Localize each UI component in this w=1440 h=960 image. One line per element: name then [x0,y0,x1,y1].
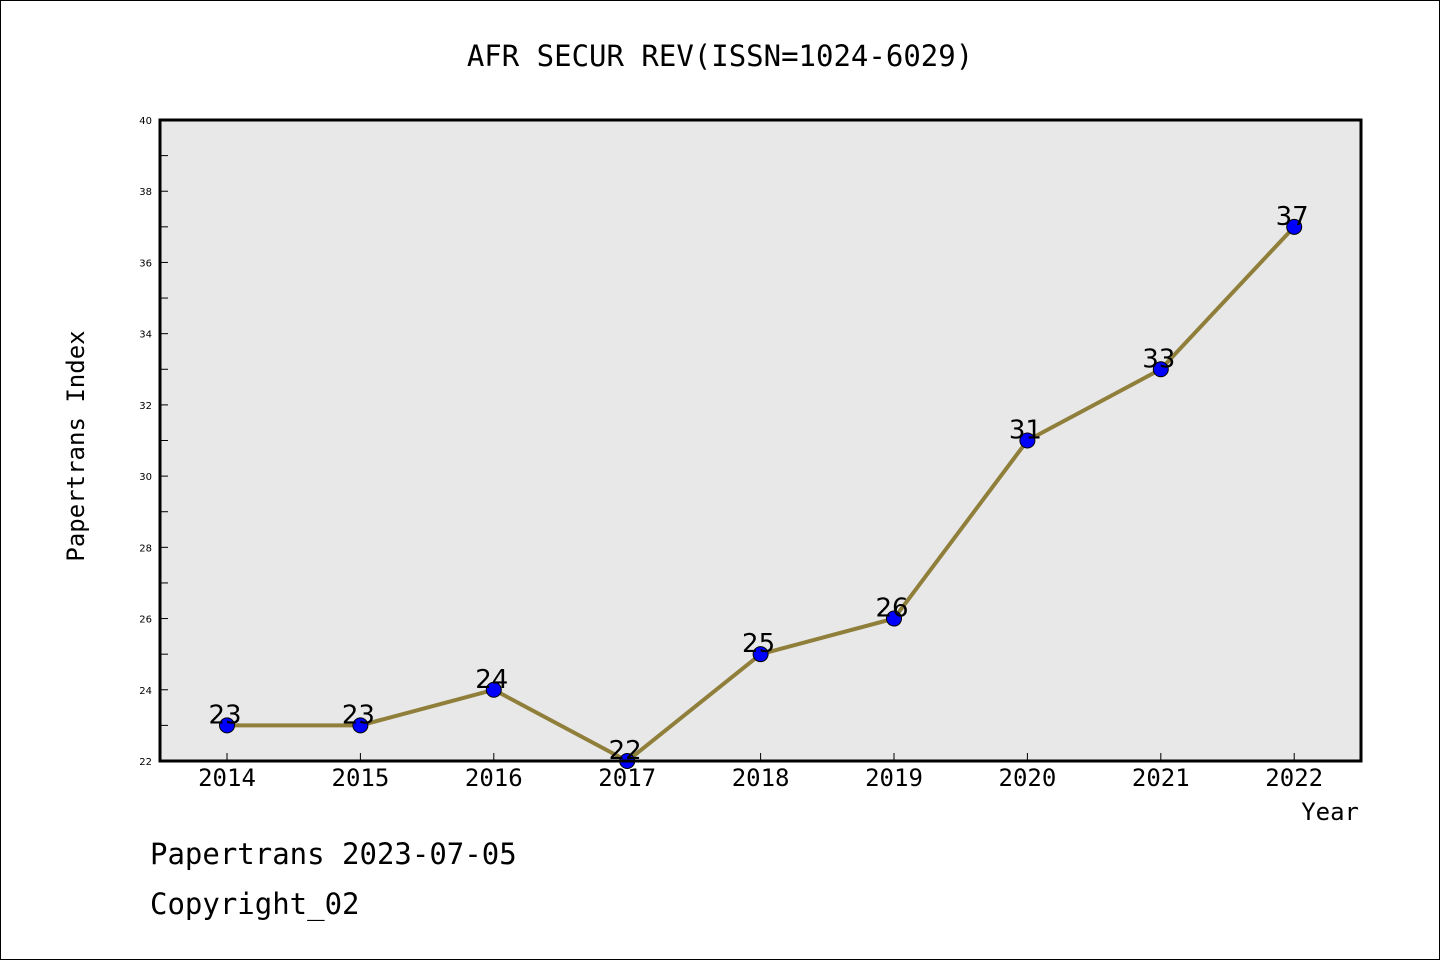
x-tick-label: 2022 [1265,764,1323,792]
y-axis-label: Papertrans Index [62,330,90,561]
data-label: 31 [1009,416,1042,446]
data-label: 25 [742,629,775,659]
data-point [1286,218,1303,235]
data-point [485,681,502,698]
footer-copyright: Copyright_02 [150,887,360,922]
data-point [752,646,769,663]
x-tick-label: 2020 [999,764,1057,792]
y-tick-label: 32 [139,401,152,412]
data-label: 37 [1276,202,1309,232]
data-label: 33 [1142,344,1175,374]
data-label: 23 [342,700,375,730]
y-tick-label: 24 [139,686,152,697]
x-tick-label: 2021 [1132,764,1190,792]
y-tick-label: 40 [139,116,152,127]
x-tick-label: 2016 [465,764,523,792]
x-tick-label: 2019 [865,764,923,792]
data-point [1152,361,1169,378]
x-axis-label: Year [1301,798,1359,826]
y-tick-label: 28 [139,543,152,554]
data-point [219,717,235,734]
data-label: 24 [475,665,508,695]
data-point [352,717,369,734]
chart-title: AFR SECUR REV(ISSN=1024-6029) [467,39,973,73]
y-tick-label: 36 [139,258,152,269]
data-label: 26 [875,594,908,624]
data-point [1019,432,1036,449]
footer-date: Papertrans 2023-07-05 [150,837,517,871]
y-tick-label: 30 [139,472,152,483]
x-tick-label: 2015 [332,764,390,792]
y-axis: 22 24 26 28 30 32 34 36 38 40 [139,116,168,768]
plot-frame [158,118,1363,763]
y-tick-label: 26 [139,615,152,626]
x-tick-label: 2018 [732,764,790,792]
y-tick-label: 34 [139,330,152,341]
data-label: 23 [208,700,241,730]
x-tick-label: 2014 [198,764,256,792]
y-tick-label: 22 [139,757,152,768]
plot-area [160,120,1361,761]
y-tick-label: 38 [139,187,152,198]
data-point [886,610,902,627]
